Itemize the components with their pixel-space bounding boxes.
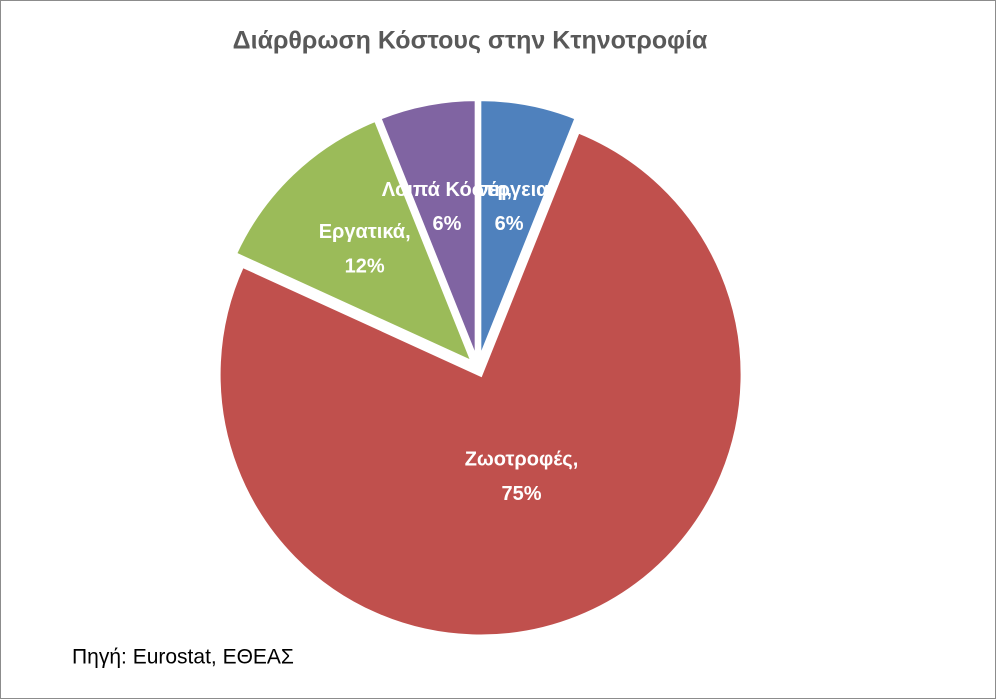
- data-label: Ενέργεια,: [464, 179, 554, 201]
- data-label-category: Εργατικά: [319, 221, 406, 243]
- data-label-value: 6%: [432, 213, 461, 235]
- data-label-separator: ,: [573, 449, 579, 471]
- data-label-value: 6%: [495, 213, 524, 235]
- pie-slice: [477, 97, 580, 362]
- data-label-separator: ,: [548, 179, 554, 201]
- data-label-category: Ζωοτροφές: [465, 449, 573, 471]
- data-label-category: Ενέργεια: [464, 179, 549, 201]
- data-label-value: 75%: [501, 483, 541, 505]
- chart-title: Διάρθρωση Κόστους στην Κτηνοτροφία: [233, 27, 708, 55]
- data-label-separator: ,: [507, 179, 513, 201]
- data-label: Εργατικά,: [319, 221, 411, 243]
- pie-slice: [232, 117, 477, 367]
- data-label-category: Λοιπά Κόστη: [382, 179, 507, 201]
- data-label-value: 12%: [345, 255, 385, 277]
- pie-slice: [376, 97, 479, 362]
- data-label-separator: ,: [405, 221, 411, 243]
- pie-slice: [216, 128, 745, 639]
- source-note: Πηγή: Eurostat, ΕΘΕΑΣ: [72, 646, 294, 669]
- data-label: Ζωοτροφές,: [465, 449, 579, 471]
- data-label: Λοιπά Κόστη,: [382, 179, 512, 201]
